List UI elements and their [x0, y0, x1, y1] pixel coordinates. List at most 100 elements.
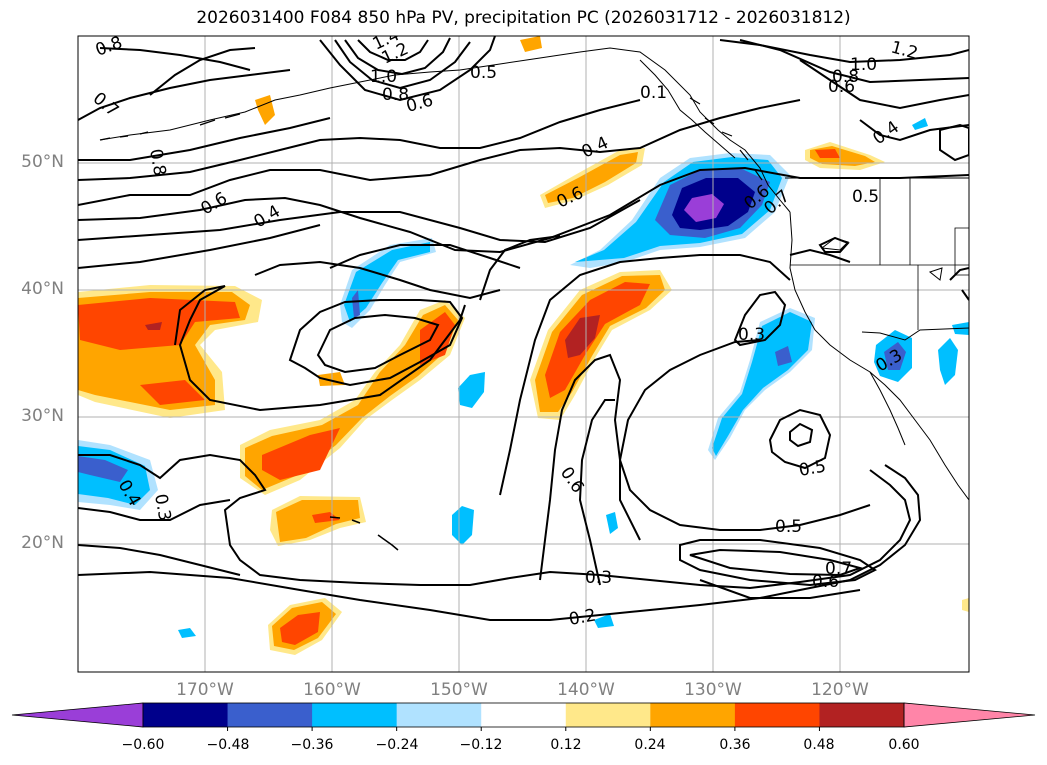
contour-label: 0.8 — [382, 85, 409, 105]
precip-positive-nne-strong — [815, 149, 840, 158]
precip-negative-small5 — [606, 512, 618, 534]
pv-trough-2 — [288, 299, 464, 387]
pv-trough-1 — [174, 285, 466, 412]
map-title: 2026031400 F084 850 hPa PV, precipitatio… — [196, 8, 851, 28]
colorbar-min-arrow — [11, 702, 144, 728]
coast-us-west — [789, 211, 969, 501]
colorbar-frame — [142, 702, 905, 728]
pv-loop-east-2 — [768, 408, 832, 470]
colorbar-swatch — [565, 703, 651, 727]
pv-right-edge — [949, 267, 969, 301]
coast-baja — [869, 371, 906, 446]
contour-label: 0.5 — [775, 517, 802, 537]
precip-negative-baja-mid — [884, 342, 906, 370]
precip-negative-mexico — [938, 338, 958, 385]
lat-label-40n: 40°N — [21, 279, 64, 299]
colorbar-tick-label: 0.24 — [634, 737, 666, 753]
pv-band-south-5 — [499, 254, 791, 496]
border-us-mexico — [861, 327, 969, 341]
contour-label: 0.3 — [585, 568, 612, 588]
colorbar-swatch — [312, 703, 398, 727]
precip-anomaly-fills — [78, 36, 969, 655]
colorbar-swatch — [819, 703, 905, 727]
lon-label-170w: 170°W — [176, 680, 234, 700]
precip-negative-small1 — [458, 372, 485, 408]
coast-alaska — [99, 47, 791, 213]
colorbar-tick-label: −0.24 — [375, 737, 419, 753]
pv-alaska-low-2 — [334, 39, 471, 90]
precip-positive-north — [545, 152, 638, 203]
pv-contour-1 — [78, 99, 801, 206]
precip-positive-south-strong — [280, 612, 320, 645]
contour-label: 0.6 — [812, 572, 839, 592]
precip-negative-west-mid — [78, 456, 128, 482]
contour-label: 0.5 — [797, 457, 827, 481]
precip-negative-small3 — [178, 628, 196, 638]
pv-mid-2 — [329, 244, 521, 269]
precip-negative-nne — [912, 118, 928, 130]
contour-label: 0.1 — [640, 83, 667, 103]
colorbar-swatch — [734, 703, 820, 727]
colorbar-swatch — [396, 703, 482, 727]
colorbar — [11, 702, 1036, 731]
contour-label: 0.3 — [738, 325, 765, 345]
colorbar-max-arrow — [903, 702, 1036, 728]
precip-negative-nw-blob-mid — [352, 290, 360, 318]
lon-label-140w: 140°W — [557, 680, 615, 700]
precip-positive-far-east — [962, 598, 969, 612]
pv-cal-1 — [789, 248, 851, 263]
colorbar-tick-label: −0.12 — [459, 737, 503, 753]
pv-east-loop — [939, 123, 969, 162]
colorbar-tick-label: 0.36 — [719, 737, 751, 753]
precip-positive-west-dark — [145, 322, 162, 330]
pv-loop-east-3 — [789, 422, 814, 448]
pv-loop-se-2 — [689, 548, 864, 577]
pv-loop-se — [679, 539, 877, 587]
pv-mid-1 — [254, 260, 501, 300]
pv-trough-3 — [316, 313, 440, 374]
pv-band-south-6 — [539, 353, 871, 581]
pv-cal-small — [818, 236, 850, 253]
precip-positive-band-strong — [262, 428, 340, 480]
pv-band-south-7 — [578, 399, 615, 586]
pv-loop-east — [733, 290, 787, 347]
pv-alaska-low-4 — [357, 39, 429, 61]
precip-negative-cal-mid — [775, 346, 792, 366]
precip-positive-central-dark — [565, 315, 600, 358]
pv-band-south-3 — [78, 544, 241, 576]
colorbar-tick-label: 0.12 — [550, 737, 582, 753]
lon-label-130w: 130°W — [684, 680, 742, 700]
colorbar-swatch — [650, 703, 736, 727]
lon-label-120w: 120°W — [811, 680, 869, 700]
precip-negative-nw-blob — [344, 242, 430, 322]
pv-east-north-2 — [739, 39, 969, 84]
contour-label: 1.0 — [850, 55, 877, 75]
pv-mid-3 — [479, 235, 561, 301]
pv-alaska-low-1 — [319, 36, 496, 102]
lat-label-20n: 20°N — [21, 533, 64, 553]
pv-band-south-8 — [619, 339, 761, 541]
pv-alaska-low-3 — [344, 37, 451, 76]
pv-cal-2 — [699, 579, 861, 599]
colorbar-tick-label: 0.60 — [888, 737, 920, 753]
aleutian-islands — [99, 113, 241, 141]
colorbar-tick-label: −0.36 — [290, 737, 334, 753]
precip-negative-small4 — [594, 614, 614, 628]
pv-contour-9 — [149, 47, 256, 96]
contour-label: 0.2 — [567, 606, 597, 630]
colorbar-tick-label: 0.48 — [803, 737, 835, 753]
colorbar-tick-label: −0.60 — [121, 737, 165, 753]
pv-contour-4 — [78, 224, 321, 269]
pv-band-south-2 — [78, 499, 231, 521]
colorbar-swatch — [481, 703, 567, 727]
precip-positive-west-blob2 — [140, 380, 205, 405]
pv-contour-2 — [78, 166, 969, 254]
contour-label: 0.8 — [145, 147, 169, 177]
pv-contours — [78, 36, 969, 621]
contour-label: 0.3 — [150, 492, 174, 522]
pv-contour-6 — [78, 117, 331, 161]
pv-east-north-3 — [799, 59, 969, 110]
lon-label-150w: 150°W — [430, 680, 488, 700]
lat-label-50n: 50°N — [21, 152, 64, 172]
